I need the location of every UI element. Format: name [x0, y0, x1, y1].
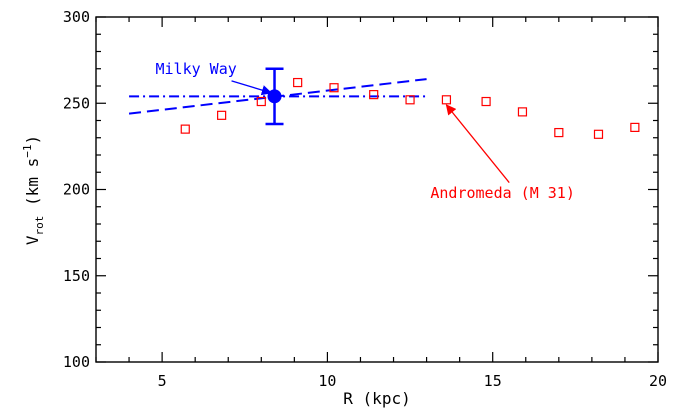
y-tick-label: 100	[63, 353, 90, 371]
data-points	[180, 67, 640, 139]
milky-way-arrow	[231, 80, 273, 96]
x-tick-label: 5	[158, 372, 167, 390]
andromeda-point	[256, 96, 266, 107]
x-axis-title: R (kpc)	[343, 389, 410, 408]
andromeda-point	[481, 96, 491, 107]
andromeda-point	[217, 110, 227, 120]
andromeda-point	[293, 77, 303, 88]
andromeda-point	[369, 90, 379, 100]
annotations: Milky Way Andromeda (M 31)	[156, 60, 575, 202]
axes-ticks: 5 10 15 20 100 150 200 250 300	[63, 8, 667, 390]
andromeda-point	[593, 129, 604, 139]
andromeda-point	[441, 95, 452, 105]
x-tick-label: 10	[318, 372, 336, 390]
andromeda-point	[329, 83, 339, 93]
andromeda-label: Andromeda (M 31)	[430, 184, 575, 202]
andromeda-point	[180, 124, 190, 134]
y-tick-label: 300	[63, 8, 90, 26]
milky-way-point	[267, 89, 282, 104]
y-tick-label: 250	[63, 94, 90, 112]
andromeda-point	[630, 122, 640, 133]
y-tick-label: 150	[63, 267, 90, 285]
x-tick-label: 15	[484, 372, 502, 390]
milky-way-label: Milky Way	[156, 60, 237, 78]
andromeda-point	[554, 127, 564, 138]
x-tick-label: 20	[649, 372, 667, 390]
y-axis-title: Vrot (km s−1)	[21, 135, 46, 245]
andromeda-point	[405, 95, 415, 105]
y-tick-label: 200	[63, 181, 90, 199]
andromeda-point	[517, 107, 528, 117]
andromeda-arrow	[445, 104, 510, 184]
